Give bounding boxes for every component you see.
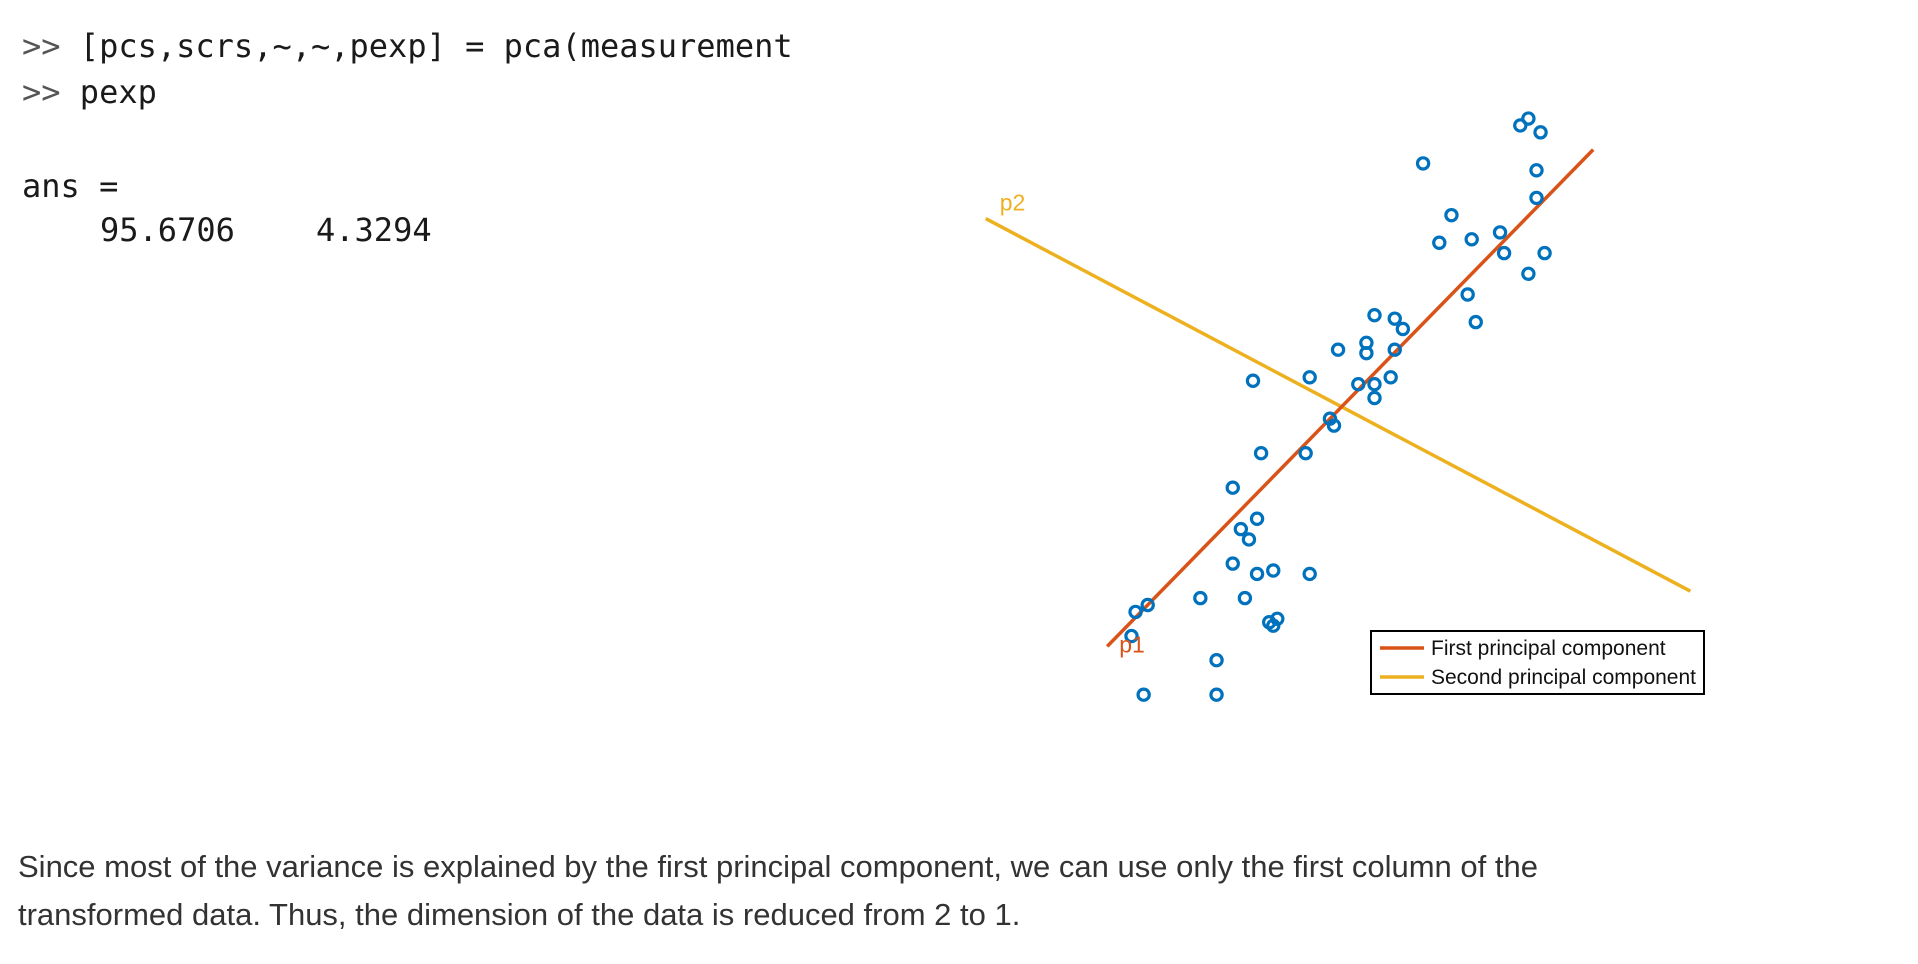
data-point — [1359, 345, 1374, 361]
data-point — [1383, 370, 1398, 385]
explanation-paragraph: Since most of the variance is explained … — [18, 849, 1538, 932]
data-point — [1253, 446, 1269, 461]
data-point — [1529, 190, 1544, 206]
data-point — [1464, 232, 1479, 247]
data-point — [1140, 597, 1155, 613]
data-point — [1193, 590, 1208, 606]
pc1-line — [1105, 148, 1595, 648]
data-point — [1302, 370, 1317, 385]
console-command-text: pexp — [79, 73, 157, 111]
pc2-line — [984, 217, 1692, 593]
data-point — [1533, 125, 1548, 140]
data-point — [1245, 373, 1261, 388]
line-labels: p1 p2 — [1000, 190, 1145, 658]
data-point — [1387, 311, 1402, 326]
data-point — [1298, 446, 1313, 461]
data-point — [1249, 566, 1265, 582]
data-point — [1322, 411, 1338, 426]
legend-box — [1370, 630, 1705, 695]
pc2-line-label: p2 — [1000, 190, 1026, 216]
data-point — [1233, 521, 1249, 537]
data-point — [1395, 321, 1411, 337]
console-ans-value-2: 4.3294 — [316, 211, 432, 249]
data-point — [1249, 511, 1265, 526]
data-point — [1513, 118, 1528, 133]
data-point — [1468, 314, 1483, 330]
data-point — [1529, 163, 1544, 178]
data-point — [1209, 687, 1224, 702]
data-point — [1492, 225, 1508, 240]
data-point — [1367, 377, 1382, 392]
data-point — [1496, 245, 1512, 261]
data-point — [1444, 207, 1459, 223]
data-point — [1460, 287, 1475, 302]
data-point — [1237, 590, 1253, 606]
console-command-line-1: >> [pcs,scrs,~,~,pexp] = pca(measurement — [22, 26, 793, 66]
data-point — [1209, 653, 1224, 668]
data-point — [1367, 390, 1382, 406]
legend-entry-pc1: First principal component — [1431, 637, 1666, 660]
data-point — [1225, 480, 1240, 495]
console-prompt: >> — [22, 73, 61, 111]
data-point — [1330, 342, 1346, 357]
legend-entry-pc2: Second principal component — [1431, 666, 1696, 689]
data-point — [1521, 266, 1536, 281]
data-point — [1266, 563, 1281, 578]
data-point — [1136, 687, 1151, 702]
data-point — [1367, 308, 1382, 323]
data-point — [1351, 377, 1366, 392]
data-point — [1537, 245, 1552, 261]
data-point — [1124, 628, 1139, 644]
data-point — [1128, 604, 1143, 620]
console-command-line-2: >> pexp — [22, 72, 157, 112]
data-point — [1302, 566, 1317, 582]
data-point — [1225, 556, 1240, 571]
data-point — [1270, 611, 1285, 627]
data-point — [1432, 235, 1447, 250]
console-ans-value-1: 95.6706 — [100, 211, 235, 249]
console-ans-label: ans = — [22, 167, 119, 205]
data-points — [1124, 111, 1552, 702]
chart-legend: First principal component Second princip… — [1370, 630, 1705, 695]
principal-component-lines — [984, 148, 1692, 648]
data-point — [1415, 156, 1431, 171]
data-point — [1387, 342, 1402, 357]
console-command-text: [pcs,scrs,~,~,pexp] = pca(measurement — [79, 27, 793, 65]
pc1-line-label: p1 — [1119, 631, 1145, 657]
console-prompt: >> — [22, 27, 61, 65]
data-point — [1241, 532, 1257, 547]
data-point — [1521, 111, 1536, 126]
